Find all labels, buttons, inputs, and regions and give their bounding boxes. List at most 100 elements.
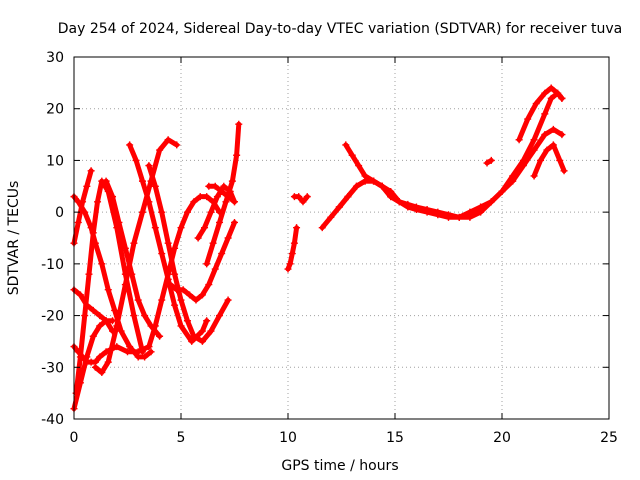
data-point: [218, 250, 226, 258]
data-point: [79, 198, 87, 206]
data-point: [530, 172, 538, 180]
data-point: [141, 312, 149, 320]
series-arc-s: [336, 90, 565, 220]
data-point: [355, 162, 363, 170]
data-point: [81, 312, 89, 320]
data-point: [483, 159, 491, 167]
x-axis-label: GPS time / hours: [281, 458, 398, 474]
data-point: [188, 337, 196, 345]
data-point: [541, 131, 549, 139]
data-point: [201, 224, 209, 232]
data-point: [138, 348, 146, 356]
data-point: [145, 162, 153, 170]
data-point: [113, 343, 121, 351]
data-point: [198, 327, 206, 335]
data-point: [121, 244, 129, 252]
data-point: [209, 239, 217, 247]
data-point: [370, 177, 378, 185]
data-point: [342, 141, 350, 149]
data-point: [126, 343, 134, 351]
plot-area: [70, 84, 568, 413]
data-point: [173, 141, 181, 149]
data-point: [378, 182, 386, 190]
data-point: [530, 146, 538, 154]
data-point: [295, 193, 303, 201]
data-point: [94, 198, 102, 206]
data-point: [96, 312, 104, 320]
data-point: [89, 306, 97, 314]
data-point: [134, 296, 142, 304]
data-point: [183, 317, 191, 325]
data-point: [352, 182, 360, 190]
x-tick-label: 10: [279, 430, 297, 446]
data-point: [158, 250, 166, 258]
series-arc-q: [291, 194, 310, 205]
series-arc-j: [146, 163, 231, 344]
data-point: [124, 348, 131, 356]
grid: [74, 57, 609, 419]
data-point: [228, 177, 236, 185]
y-tick-label: -10: [41, 257, 64, 273]
x-tick-label: 20: [493, 430, 511, 446]
data-point: [404, 200, 412, 208]
data-point: [109, 193, 117, 201]
data-point: [213, 193, 221, 201]
data-point: [196, 193, 204, 201]
data-point: [387, 193, 395, 201]
data-point: [203, 260, 211, 268]
data-point: [151, 322, 159, 330]
data-point: [284, 265, 292, 273]
data-point: [145, 343, 153, 351]
data-point: [231, 198, 238, 206]
data-point: [293, 224, 301, 232]
data-point: [89, 332, 97, 340]
y-tick-label: 20: [46, 102, 64, 118]
data-point: [190, 198, 198, 206]
data-point: [477, 208, 485, 216]
plot-frame: [73, 56, 610, 420]
data-point: [134, 353, 142, 361]
data-point: [530, 136, 538, 144]
data-point: [171, 301, 179, 309]
data-point: [177, 224, 185, 232]
data-point: [541, 110, 549, 118]
y-tick-label: -40: [41, 412, 64, 428]
data-point: [198, 337, 206, 345]
data-point: [85, 270, 93, 278]
data-point: [487, 156, 495, 164]
data-point: [156, 332, 164, 340]
data-point: [83, 182, 91, 190]
data-point: [171, 270, 179, 278]
series-arc-k: [146, 194, 222, 350]
series-arc-v: [531, 142, 567, 179]
data-point: [138, 177, 146, 185]
series-arc-p: [285, 225, 300, 272]
data-point: [166, 281, 174, 289]
data-point: [177, 296, 185, 304]
data-point: [151, 182, 159, 190]
data-point: [211, 182, 219, 190]
data-point: [547, 94, 555, 102]
data-point: [395, 198, 403, 206]
data-point: [158, 296, 166, 304]
data-point: [205, 281, 213, 289]
data-point: [299, 198, 307, 206]
data-point: [128, 270, 136, 278]
data-point: [183, 208, 191, 216]
data-point: [96, 353, 104, 361]
data-point: [434, 208, 442, 216]
data-point: [560, 167, 568, 175]
data-point: [361, 172, 369, 180]
data-point: [104, 358, 112, 366]
data-point: [115, 218, 123, 226]
data-point: [549, 141, 557, 149]
data-point: [158, 208, 166, 216]
data-point: [524, 115, 532, 123]
series-arc-t: [343, 142, 402, 205]
data-point: [519, 156, 527, 164]
data-point: [220, 182, 228, 190]
data-point: [102, 317, 110, 325]
data-point: [547, 84, 555, 92]
data-point: [132, 156, 140, 164]
